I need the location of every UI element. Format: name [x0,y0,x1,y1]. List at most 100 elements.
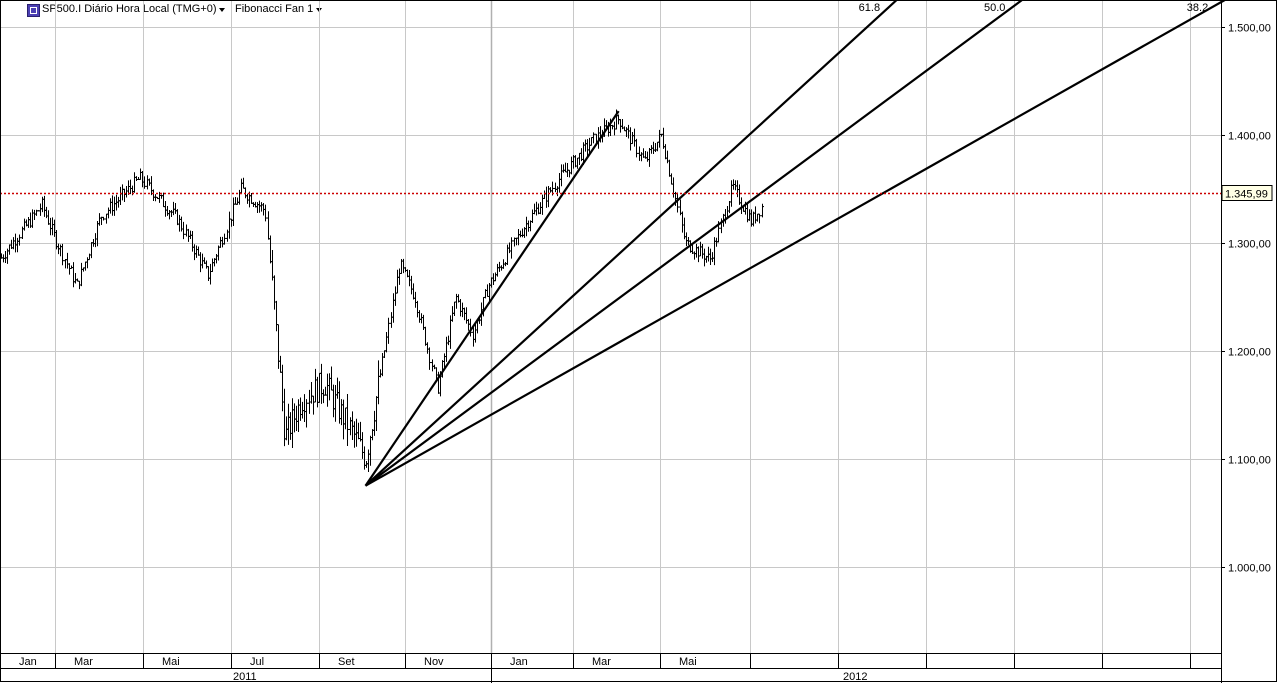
fan-level-label: 61.8 [859,2,880,14]
ohlc-bar [211,258,214,273]
ohlc-bar [410,275,413,295]
ohlc-bar [162,192,165,208]
ohlc-bar [633,128,636,147]
ohlc-bar [74,273,77,284]
ohlc-bar [533,203,536,215]
symbol-icon[interactable] [27,4,40,17]
ohlc-bar [392,293,395,323]
price-bars-layer [0,109,764,473]
ohlc-bar [398,268,401,285]
ohlc-bar [100,216,103,225]
ohlc-bar [467,318,470,331]
ohlc-bar [631,132,634,145]
x-tick-label: Jul [250,656,264,668]
ohlc-bar [219,236,222,248]
ohlc-bar [102,216,105,221]
ohlc-bar [66,252,69,269]
ohlc-bar [390,312,393,328]
ohlc-bar [414,291,417,308]
fan-level-label: 38.2 [1187,2,1208,14]
study-title[interactable]: Fibonacci Fan 1 [235,3,314,15]
ohlc-bar [334,385,337,422]
ohlc-bar [318,372,321,403]
ohlc-bar [217,245,220,261]
ohlc-bar [135,176,138,182]
ohlc-bar [172,201,175,216]
ohlc-bar [105,213,108,224]
ohlc-bar [340,399,343,426]
ohlc-bar [170,210,173,218]
ohlc-bar [373,410,376,436]
ohlc-bar [256,202,259,214]
ohlc-bar [260,202,263,212]
symbol-title[interactable]: SP500.I Diário Hora Local (TMG+0) [42,3,217,15]
ohlc-bar [570,156,573,175]
ohlc-bar [117,196,120,208]
ohlc-bar [342,399,345,440]
ohlc-bar [508,242,511,254]
ohlc-bar [664,144,667,160]
ohlc-bar [611,124,614,130]
ohlc-bar [365,460,368,468]
ohlc-bar [662,127,665,149]
ohlc-bar [264,204,267,222]
ohlc-bar [107,207,110,219]
ohlc-bar [312,395,315,415]
ohlc-bar [221,236,224,248]
ohlc-bar [90,242,93,259]
ohlc-bar [531,209,534,224]
ohlc-bar [146,175,149,190]
x-tick-label: Set [338,656,355,668]
ohlc-bar [277,324,280,369]
ohlc-bar [285,416,288,441]
ohlc-bar [646,151,649,162]
ohlc-bar [590,137,593,146]
ohlc-bar [752,211,755,227]
ohlc-bar [271,250,274,281]
fibonacci-fan-layer: 38.2 50.0 61.8 [364,0,1226,487]
y-tick-label: 1.400,00 [1228,131,1271,143]
ohlc-bar [486,284,489,297]
ohlc-bar [344,407,347,430]
ohlc-bar [681,211,684,233]
ohlc-bar [758,213,761,224]
ohlc-bar [51,217,54,236]
ohlc-bar [330,366,333,391]
ohlc-bar [152,189,155,201]
fan-line-61.8 [364,0,898,487]
ohlc-bar [295,405,298,432]
ohlc-bar [258,200,261,213]
ohlc-bar [394,286,397,306]
symbol-dropdown-icon[interactable] [219,8,225,12]
ohlc-bar [494,272,497,282]
ohlc-bar [420,313,423,324]
ohlc-bar [465,307,468,324]
ohlc-bar [537,203,540,215]
ohlc-bar [328,373,331,401]
ohlc-bar [113,196,116,216]
ohlc-bar [291,398,294,449]
ohlc-bar [64,258,67,269]
ohlc-bar [314,368,317,403]
ohlc-bar [654,142,657,152]
ohlc-bar [61,243,64,266]
ohlc-bar [305,399,308,428]
x-tick-label: Mai [162,656,180,668]
ohlc-bar [121,184,124,201]
ohlc-bar [683,217,686,240]
ohlc-bar [123,188,126,203]
ohlc-bar [205,260,208,269]
ohlc-bar [23,218,26,231]
ohlc-bar [584,139,587,152]
ohlc-bar [336,377,339,399]
ohlc-bar [187,228,190,242]
ohlc-bar [549,187,552,193]
ohlc-bar [125,185,128,198]
ohlc-bar [568,169,571,178]
ohlc-bar [515,237,518,246]
ohlc-bar [273,275,276,310]
ohlc-bar [299,397,302,421]
